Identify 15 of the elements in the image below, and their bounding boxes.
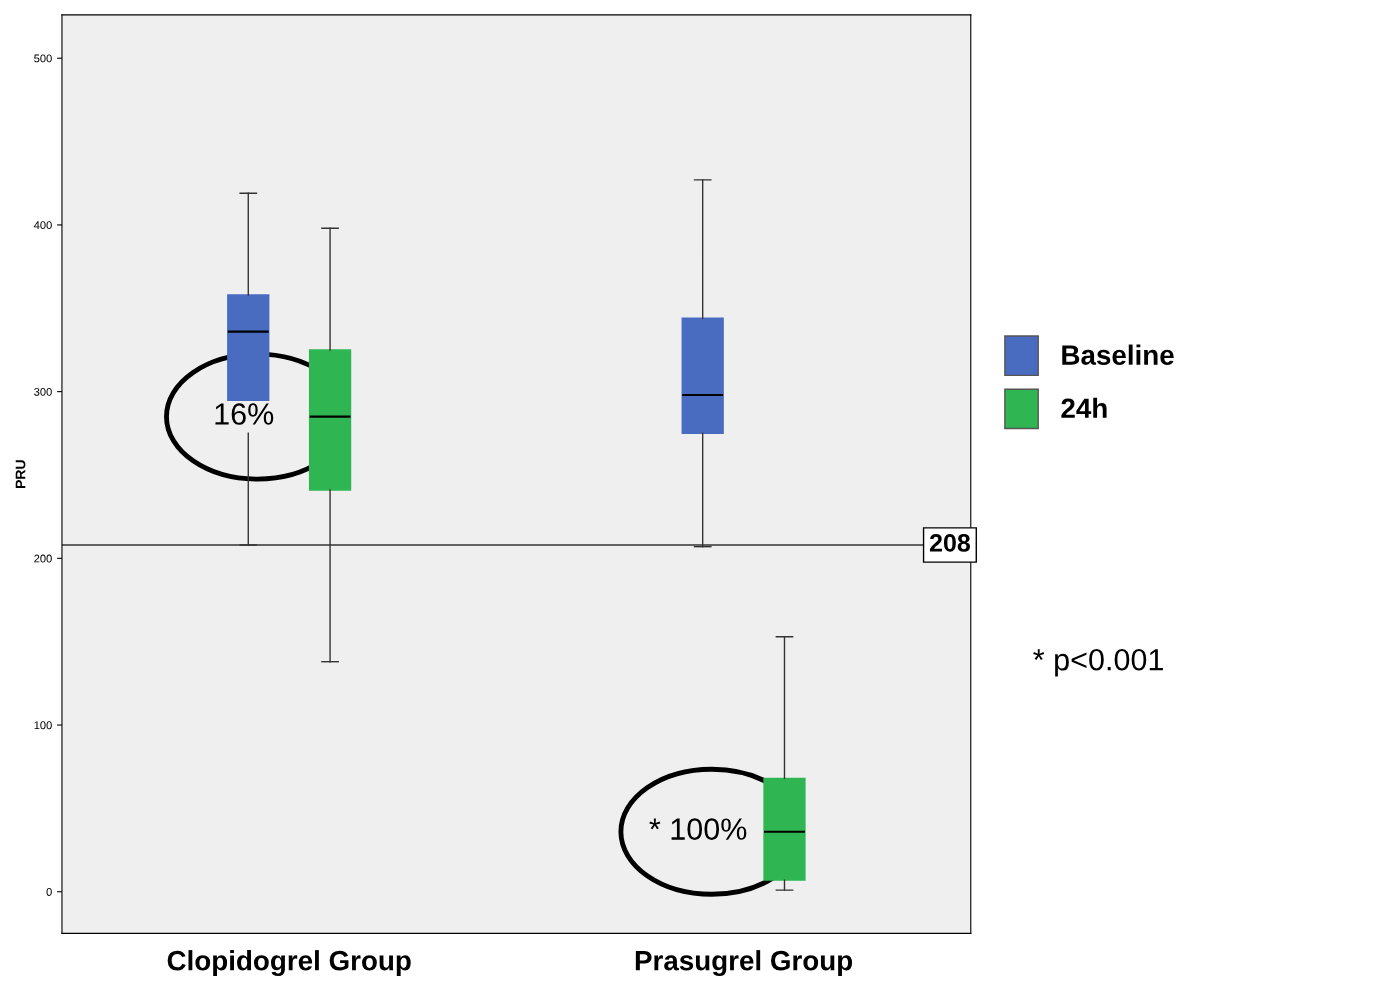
legend-label: 24h — [1061, 397, 1107, 418]
y-tick-label: 400 — [33, 221, 52, 230]
y-tick-label: 0 — [46, 888, 52, 896]
y-tick-label: 100 — [34, 721, 52, 730]
y-tick-label: 500 — [34, 54, 52, 63]
x-tick-label: Prasugrel Group — [635, 950, 853, 977]
x-tick-label: Clopidogrel Group — [167, 950, 411, 977]
ref-line-label: 208 — [929, 534, 971, 552]
annotation: 16% — [215, 403, 274, 425]
y-tick-label: 200 — [34, 554, 52, 563]
text: * p<0.001 — [1033, 648, 1163, 677]
annotation: * 100% — [649, 818, 747, 840]
y-axis-title: PRU — [15, 460, 26, 488]
legend-label: Baseline — [1062, 344, 1174, 365]
y-tick-label: 300 — [34, 387, 52, 396]
